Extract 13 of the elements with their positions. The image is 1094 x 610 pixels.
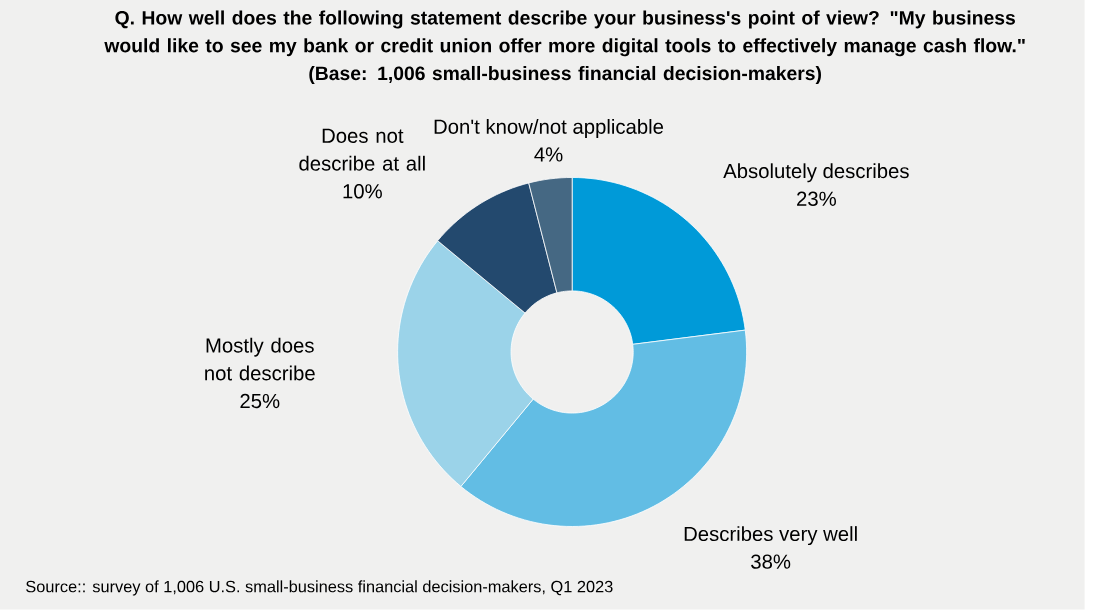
chart-subtitle: (Base: 1,006 small-business financial decision-makers)	[309, 66, 821, 85]
data-label: 4%	[534, 147, 563, 162]
slice-label: Describes very well	[684, 526, 857, 546]
data-label: 10%	[343, 184, 382, 199]
source-note: Source:: survey of 1,006 U.S. small-business financial decision-makers, Q1 2023	[26, 580, 613, 596]
data-label: 38%	[751, 554, 791, 569]
data-label: 25%	[240, 393, 280, 409]
slice-label: Don't know/not applicable	[434, 119, 664, 139]
data-label: 23%	[797, 191, 836, 207]
slice-label: Mostly does not describe	[205, 337, 315, 381]
slice-label: Does not describe at all	[299, 128, 425, 171]
slice-label: Absolutely describes	[723, 163, 909, 183]
chart-title: Q. How well does the following statement describe your business's point of view? "My business would like to see my bank or credit union offer more digital tools to effectively manage cash flow."	[104, 10, 1025, 57]
